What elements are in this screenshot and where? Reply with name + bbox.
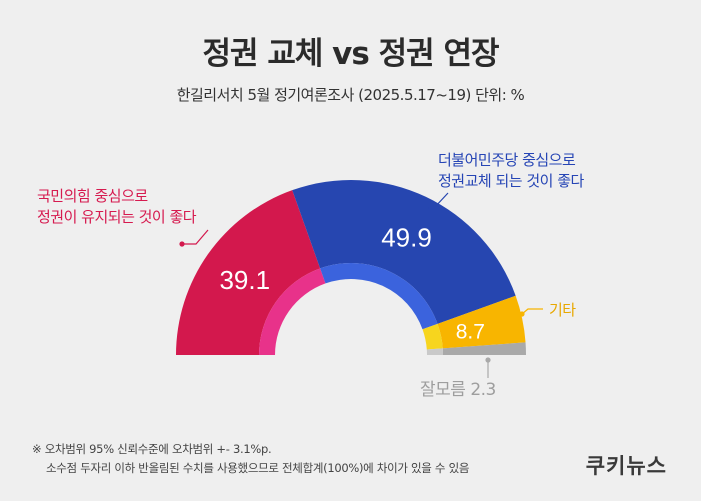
- leader-ppp-dot: [179, 241, 185, 247]
- slice-ppp: [176, 190, 321, 355]
- slice-dpk: [292, 180, 516, 324]
- value-label-etc: 8.7: [456, 321, 485, 344]
- slice-inner-dont-know: [426, 348, 443, 355]
- brand-logo: 쿠키뉴스: [585, 454, 667, 478]
- leader-etc: [521, 308, 543, 315]
- chart-title: 정권 교체 vs 정권 연장: [202, 36, 500, 72]
- leader-dpk-dot: [423, 205, 429, 211]
- slice-inner-etc: [422, 323, 443, 350]
- slice-inner-ppp: [259, 268, 326, 355]
- leader-ppp: [182, 229, 209, 245]
- slice-etc: [437, 295, 526, 349]
- legend-label-dpk: 더불어민주당 중심으로 정권교체 되는 것이 좋다: [438, 150, 584, 192]
- slice-inner-dpk: [320, 263, 438, 330]
- value-label-ppp: 39.1: [219, 265, 270, 295]
- value-label-dpk: 49.9: [381, 222, 432, 252]
- leader-dpk: [426, 192, 449, 209]
- legend-label-dpk-line1: 더불어민주당 중심으로: [438, 151, 576, 169]
- chart-subtitle: 한길리서치 5월 정기여론조사 (2025.5.17~19) 단위: %: [176, 86, 525, 104]
- legend-label-ppp-line2: 정권이 유지되는 것이 좋다: [37, 208, 197, 226]
- slice-dont-know: [442, 342, 526, 355]
- legend-label-dont-know: 잘모름 2.3: [420, 380, 496, 400]
- legend-label-ppp-line1: 국민의힘 중심으로: [37, 187, 148, 205]
- footnote: ※ 오차범위 95% 신뢰수준에 오차범위 +- 3.1%p. 소수점 두자리 …: [32, 440, 469, 478]
- legend-label-etc: 기타: [549, 301, 576, 319]
- footnote-line2: 소수점 두자리 이하 반올림된 수치를 사용했으므로 전체합계(100%)에 차…: [46, 461, 470, 475]
- half-donut-chart: 39.1 49.9 8.7: [176, 180, 543, 378]
- leader-etc-dot: [519, 311, 525, 317]
- legend-label-dpk-line2: 정권교체 되는 것이 좋다: [438, 172, 584, 190]
- legend-label-ppp: 국민의힘 중심으로 정권이 유지되는 것이 좋다: [37, 186, 197, 228]
- leader-dont-know-dot: [485, 357, 491, 363]
- footnote-line1: ※ 오차범위 95% 신뢰수준에 오차범위 +- 3.1%p.: [32, 442, 272, 456]
